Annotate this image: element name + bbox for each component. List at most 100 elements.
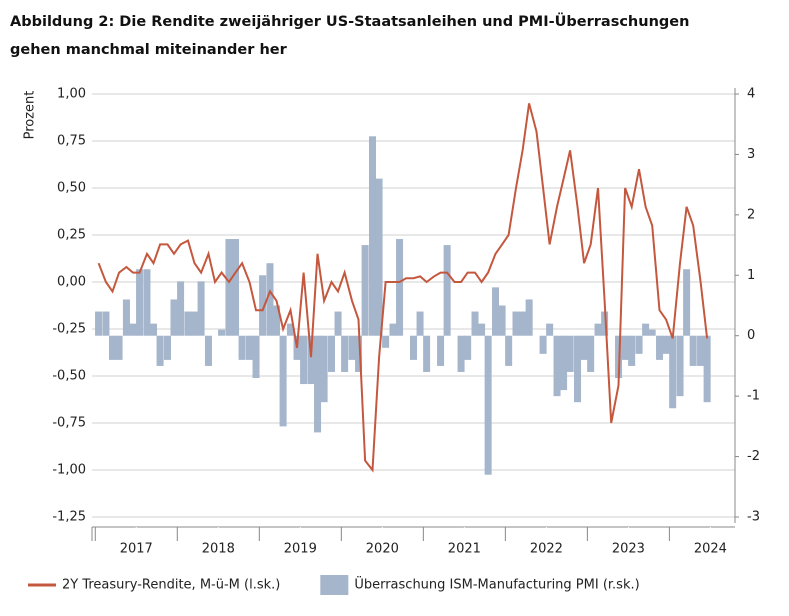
bar [225, 239, 233, 336]
x-tick-label: 2023 [612, 542, 645, 557]
x-tick-label: 2019 [284, 542, 317, 557]
y2-tick-label: 1 [747, 268, 755, 283]
bar [320, 335, 328, 403]
bar [478, 323, 486, 336]
y-tick-label: -1,25 [52, 510, 86, 525]
legend-swatch [320, 575, 349, 595]
bar [163, 335, 171, 360]
y2-tick-label: 0 [747, 328, 755, 343]
bar [115, 335, 123, 360]
bar [143, 269, 151, 336]
bar [389, 323, 397, 336]
bar [560, 335, 568, 391]
bar [621, 335, 629, 360]
bar [512, 311, 520, 336]
x-tick-label: 2017 [120, 542, 153, 557]
bar [355, 335, 363, 372]
bar [635, 335, 643, 354]
y-axis-label: Prozent [23, 91, 38, 140]
line [97, 103, 709, 473]
bar [108, 335, 117, 360]
bar [177, 281, 185, 336]
bar [286, 323, 294, 336]
y-tick-label: 0,25 [57, 228, 86, 243]
y-tick-label: 0,50 [57, 181, 86, 196]
bar [136, 269, 144, 336]
x-tick-label: 2018 [202, 542, 235, 557]
bar [156, 335, 164, 366]
legend-label: 2Y Treasury-Rendite, M-ü-M (l.sk.) [62, 578, 280, 593]
bar [409, 335, 418, 360]
bar [348, 335, 356, 360]
bar [464, 335, 472, 360]
bar [689, 335, 697, 366]
bar [669, 335, 677, 409]
bar [266, 263, 274, 336]
bar [327, 335, 335, 372]
bar [676, 335, 684, 397]
bar [245, 335, 253, 360]
bar [102, 311, 110, 336]
bar [697, 335, 705, 366]
bar [170, 299, 178, 336]
bar [95, 311, 103, 336]
bar [546, 323, 554, 336]
bar [368, 136, 376, 336]
bar [525, 299, 533, 336]
bar [218, 329, 226, 336]
bar [307, 335, 315, 385]
bar [484, 335, 492, 475]
bar [648, 329, 656, 336]
legend-label: Überraschung ISM-Manufacturing PMI (r.sk… [354, 576, 639, 593]
y2-tick-label: 3 [747, 147, 755, 162]
y-tick-label: 0,00 [57, 275, 86, 290]
bar [252, 335, 260, 379]
bar [566, 335, 574, 372]
bar [238, 335, 246, 360]
y-tick-label: -1,00 [52, 463, 86, 478]
bar [129, 323, 137, 336]
bar [498, 305, 506, 336]
bar [539, 335, 547, 354]
bar [587, 335, 595, 372]
bar [594, 323, 602, 336]
bar [662, 335, 670, 354]
x-tick-label: 2024 [694, 542, 727, 557]
bar [642, 323, 650, 336]
bar [457, 335, 465, 372]
bar [334, 311, 342, 336]
bar [492, 287, 500, 336]
x-tick-label: 2021 [448, 542, 481, 557]
bar [574, 335, 582, 403]
y-tick-label: 1,00 [57, 87, 86, 102]
y-tick-label: -0,25 [52, 322, 86, 337]
bar [273, 305, 281, 336]
bar [382, 335, 390, 348]
bar [553, 335, 561, 397]
bar [314, 335, 322, 433]
bar [519, 311, 527, 336]
bar [628, 335, 636, 366]
bar [375, 178, 383, 336]
bar [416, 311, 424, 336]
bar [361, 245, 369, 336]
bar [341, 335, 349, 372]
bar [300, 335, 308, 385]
bar [204, 335, 212, 366]
x-tick-label: 2022 [530, 542, 563, 557]
x-tick-label: 2020 [366, 542, 399, 557]
y2-tick-label: 2 [747, 207, 755, 222]
y2-tick-label: 4 [747, 87, 755, 102]
bar [150, 323, 158, 336]
bar [396, 239, 404, 336]
bar [423, 335, 431, 372]
bar [184, 311, 192, 336]
bar [505, 335, 513, 366]
bar [279, 335, 287, 427]
y2-tick-label: -3 [747, 510, 760, 525]
bar [443, 245, 451, 336]
bar [191, 311, 199, 336]
y-tick-label: -0,75 [52, 416, 86, 431]
